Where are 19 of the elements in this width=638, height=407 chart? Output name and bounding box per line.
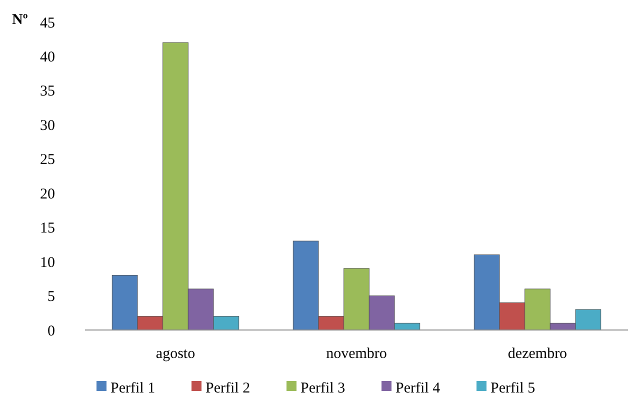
x-tick-label: novembro xyxy=(326,346,387,362)
x-tick-label: dezembro xyxy=(508,346,568,362)
y-tick-label: 35 xyxy=(40,84,55,100)
y-tick-label: 20 xyxy=(40,186,55,202)
y-tick-label: 40 xyxy=(40,49,55,66)
legend-label: Perfil 5 xyxy=(490,380,536,396)
y-tick-label: 5 xyxy=(48,289,55,306)
y-tick-label: 15 xyxy=(40,220,55,237)
y-tick-label: 25 xyxy=(40,152,55,168)
legend-label: Perfil 1 xyxy=(110,380,156,396)
y-axis-title: Nº xyxy=(12,12,28,28)
legend-label: Perfil 2 xyxy=(206,380,250,396)
legend-label: Perfil 4 xyxy=(396,380,441,396)
y-tick-label: 45 xyxy=(40,15,55,32)
y-tick-label: 0 xyxy=(48,323,55,340)
y-tick-label: 30 xyxy=(40,118,55,134)
legend-label: Perfil 3 xyxy=(300,380,346,396)
x-tick-label: agosto xyxy=(156,346,196,362)
y-tick-label: 10 xyxy=(40,254,55,271)
